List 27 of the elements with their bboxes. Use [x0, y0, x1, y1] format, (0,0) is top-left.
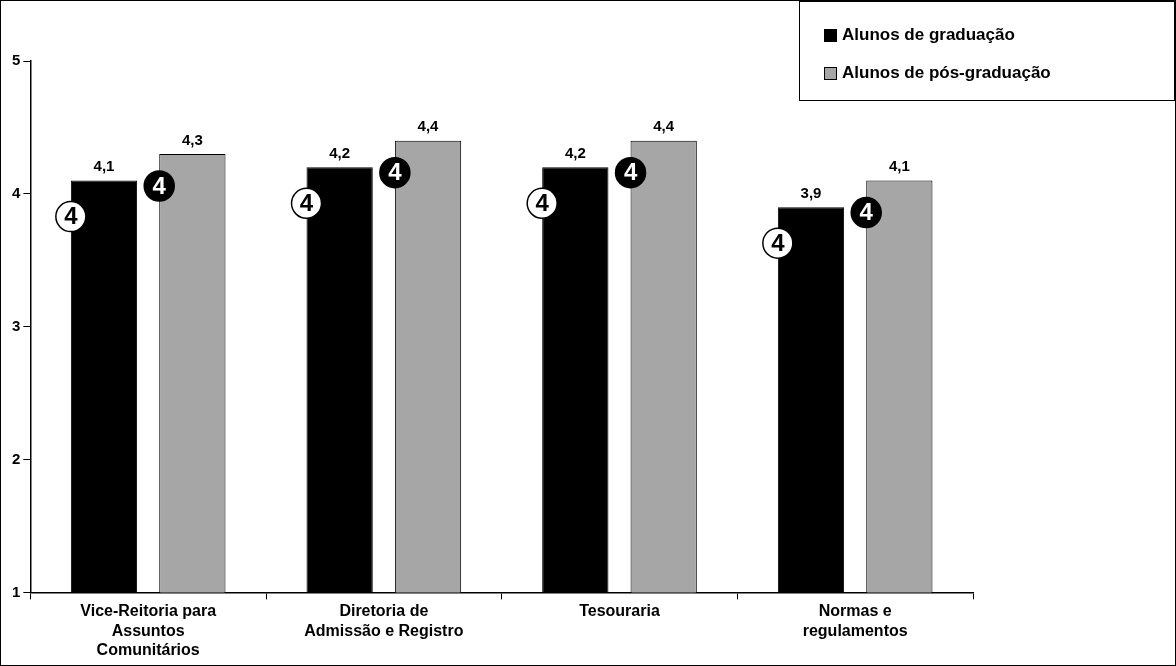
- y-tick-label: 3: [12, 316, 21, 334]
- data-label: 4,2: [329, 143, 351, 161]
- annotation: 4: [64, 202, 79, 230]
- y-tick-label: 1: [12, 582, 21, 600]
- x-tick-label: Normas e regulamentos: [802, 602, 908, 639]
- x-tick-label: Tesouraria: [579, 602, 660, 620]
- y-tick-label: 5: [12, 51, 21, 69]
- data-label: 3,9: [800, 183, 822, 201]
- annotation: 4: [299, 188, 314, 216]
- legend-label: Alunos de pós-graduação: [842, 63, 1051, 83]
- data-label: 4,1: [888, 157, 910, 175]
- x-tick-label: Diretoria de Admissão e Registro: [304, 602, 464, 639]
- annotation: 4: [771, 228, 786, 256]
- annotation: 4: [388, 158, 403, 186]
- y-tick-label: 4: [12, 183, 21, 201]
- data-label: 4,3: [181, 130, 203, 148]
- data-label: 4,2: [564, 143, 586, 161]
- annotation: 4: [152, 171, 167, 199]
- annotation: 4: [859, 198, 874, 226]
- annotation: 4: [535, 188, 550, 216]
- annotation: 4: [623, 158, 638, 186]
- y-tick-label: 2: [12, 449, 21, 467]
- data-label: 4,1: [93, 157, 115, 175]
- data-label: 4,4: [417, 117, 440, 135]
- data-label: 4,4: [653, 117, 675, 135]
- legend-label: Alunos de graduação: [842, 25, 1015, 45]
- x-tick-label: Vice-Reitoria para Assuntos Comunitários: [80, 602, 217, 658]
